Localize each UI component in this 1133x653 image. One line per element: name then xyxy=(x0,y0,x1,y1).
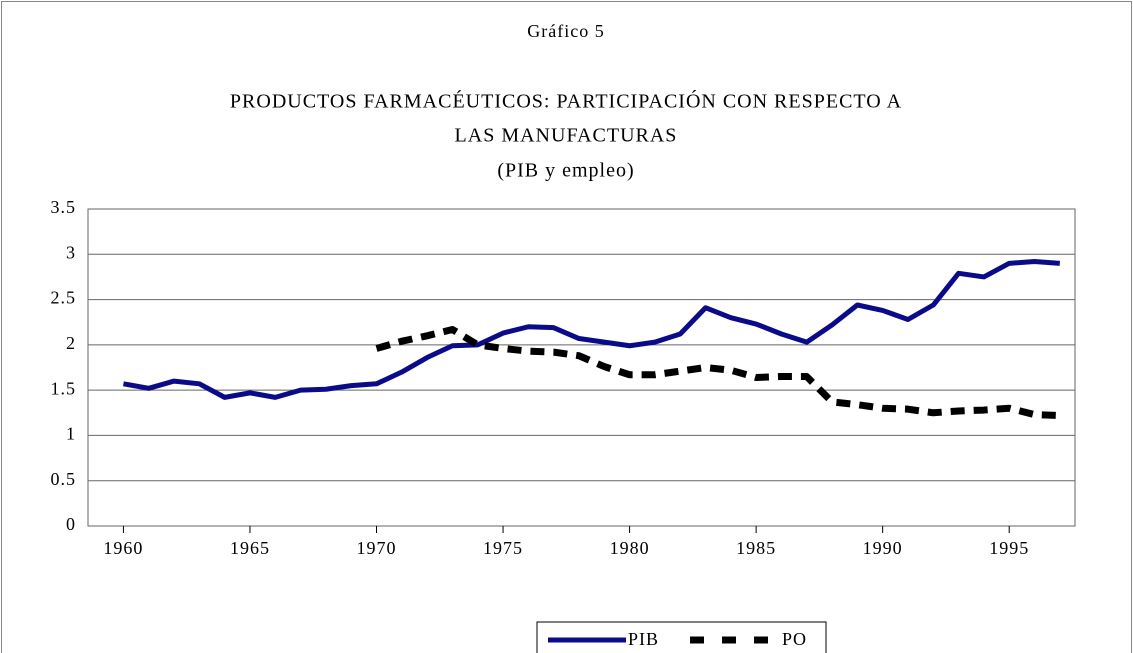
x-tick-label: 1965 xyxy=(230,538,270,558)
series-line xyxy=(122,259,1060,400)
x-tick-label: 1995 xyxy=(989,538,1029,558)
y-tick-label: 2.5 xyxy=(51,288,77,308)
x-tick-label: 1985 xyxy=(736,538,776,558)
x-tick-label: 1970 xyxy=(357,538,397,558)
y-tick-label: 2 xyxy=(66,333,76,353)
x-tick-label: 1975 xyxy=(483,538,523,558)
x-tick-label: 1990 xyxy=(863,538,903,558)
y-tick-label: 3 xyxy=(66,242,76,262)
subtitle: PRODUCTOS FARMACÉUTICOS: PARTICIPACIÓN C… xyxy=(230,89,902,113)
y-tick-label: 3.5 xyxy=(51,197,77,217)
plot-border xyxy=(87,208,1076,527)
x-tick-label: 1980 xyxy=(610,538,650,558)
y-tick-label: 1.5 xyxy=(51,378,77,398)
chart-title: Gráfico 5 xyxy=(527,21,604,41)
legend-label: PO xyxy=(782,629,807,649)
y-tick-label: 0 xyxy=(66,514,76,534)
y-tick-label: 0.5 xyxy=(51,469,77,489)
subtitle: LAS MANUFACTURAS xyxy=(455,125,678,147)
series-line xyxy=(375,325,1060,420)
subtitle: (PIB y empleo) xyxy=(497,160,634,182)
legend-label: PIB xyxy=(628,629,659,649)
y-tick-label: 1 xyxy=(66,424,76,444)
x-tick-label: 1960 xyxy=(103,538,143,558)
